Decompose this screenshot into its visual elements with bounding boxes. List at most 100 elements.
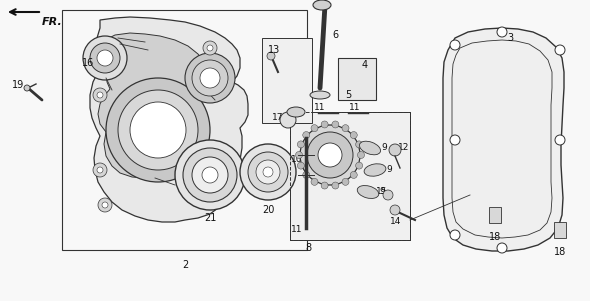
Circle shape [356, 141, 363, 148]
Text: 4: 4 [362, 60, 368, 70]
Circle shape [256, 160, 280, 184]
Circle shape [350, 172, 358, 178]
Circle shape [332, 182, 339, 189]
Circle shape [311, 178, 318, 185]
Circle shape [217, 162, 223, 168]
Circle shape [555, 225, 565, 235]
Circle shape [297, 162, 304, 169]
Text: 18: 18 [489, 232, 501, 242]
Circle shape [192, 157, 228, 193]
Circle shape [240, 144, 296, 200]
Circle shape [185, 53, 235, 103]
Text: 6: 6 [332, 30, 338, 40]
Polygon shape [98, 33, 205, 178]
Circle shape [106, 78, 210, 182]
Circle shape [93, 88, 107, 102]
Text: 2: 2 [182, 260, 188, 270]
Circle shape [98, 198, 112, 212]
Circle shape [207, 45, 213, 51]
Circle shape [389, 144, 401, 156]
Circle shape [450, 40, 460, 50]
Text: 15: 15 [376, 188, 388, 197]
Circle shape [130, 102, 186, 158]
Circle shape [102, 202, 108, 208]
Circle shape [203, 41, 217, 55]
Circle shape [497, 27, 507, 37]
Circle shape [267, 52, 275, 60]
Ellipse shape [364, 164, 386, 176]
Circle shape [318, 143, 342, 167]
Text: 11: 11 [291, 225, 303, 234]
Circle shape [321, 182, 328, 189]
Circle shape [450, 230, 460, 240]
Circle shape [200, 68, 220, 88]
Text: 8: 8 [305, 243, 311, 253]
Circle shape [555, 45, 565, 55]
Circle shape [202, 167, 218, 183]
Text: 7: 7 [282, 115, 288, 125]
Ellipse shape [310, 91, 330, 99]
Circle shape [311, 125, 318, 132]
Polygon shape [443, 28, 564, 251]
Circle shape [248, 152, 288, 192]
Circle shape [342, 125, 349, 132]
Circle shape [97, 92, 103, 98]
Circle shape [296, 151, 303, 159]
Text: 18: 18 [554, 247, 566, 257]
Ellipse shape [359, 141, 381, 155]
Text: FR.: FR. [42, 17, 63, 27]
Circle shape [497, 243, 507, 253]
Text: 9: 9 [386, 166, 392, 175]
Circle shape [263, 167, 273, 177]
Text: 16: 16 [82, 58, 94, 68]
Circle shape [390, 205, 400, 215]
Circle shape [307, 132, 353, 178]
Bar [290, 112, 410, 240]
Circle shape [90, 43, 120, 73]
Ellipse shape [287, 107, 305, 117]
Text: 3: 3 [507, 33, 513, 43]
Circle shape [350, 132, 358, 138]
Bar [489, 207, 501, 223]
Text: 20: 20 [262, 205, 274, 215]
Text: 13: 13 [268, 45, 280, 55]
Circle shape [175, 140, 245, 210]
Circle shape [213, 158, 227, 172]
Circle shape [356, 162, 363, 169]
Circle shape [183, 148, 237, 202]
Circle shape [358, 151, 365, 159]
Circle shape [83, 36, 127, 80]
Polygon shape [90, 17, 248, 222]
Circle shape [555, 135, 565, 145]
Circle shape [300, 125, 360, 185]
Circle shape [24, 85, 30, 91]
Bar [62, 10, 307, 250]
Circle shape [93, 163, 107, 177]
Circle shape [297, 141, 304, 148]
Circle shape [342, 178, 349, 185]
Circle shape [192, 60, 228, 96]
Circle shape [280, 112, 296, 128]
Text: 21: 21 [204, 213, 216, 223]
Circle shape [383, 190, 393, 200]
Circle shape [450, 135, 460, 145]
Text: 19: 19 [12, 80, 24, 90]
Circle shape [332, 121, 339, 128]
Text: 9: 9 [379, 188, 385, 197]
Bar [338, 58, 376, 100]
Text: 17: 17 [272, 113, 284, 122]
Text: 11: 11 [349, 104, 360, 113]
Circle shape [303, 172, 310, 178]
Ellipse shape [313, 0, 331, 10]
Bar [554, 222, 566, 238]
Text: 9: 9 [381, 144, 387, 153]
Bar [262, 38, 312, 123]
Text: 5: 5 [345, 90, 351, 100]
Circle shape [321, 121, 328, 128]
Text: 14: 14 [391, 218, 402, 226]
Circle shape [97, 50, 113, 66]
Text: 11: 11 [314, 104, 326, 113]
Circle shape [118, 90, 198, 170]
Circle shape [97, 167, 103, 173]
Bar [290, 112, 410, 240]
